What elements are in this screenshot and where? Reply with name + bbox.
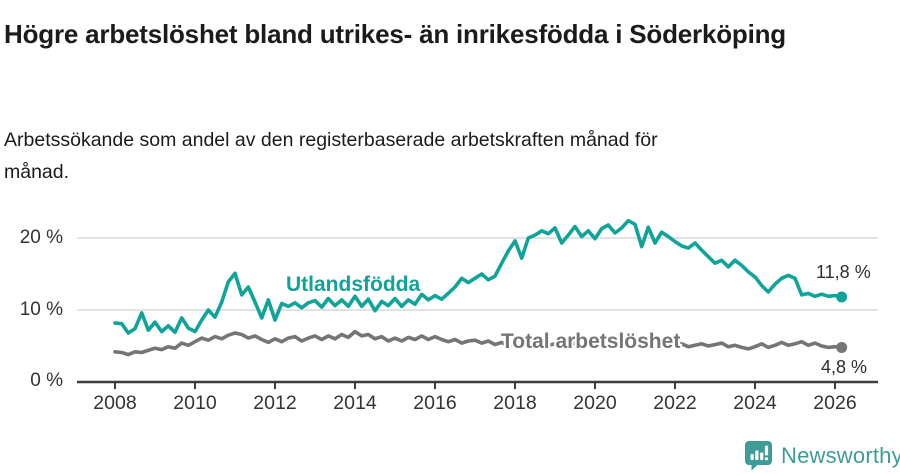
series-label-utlandsfodda: Utlandsfödda bbox=[286, 273, 421, 296]
y-tick-label-20: 20 % bbox=[19, 227, 63, 248]
bar-chart-speech-bubble-icon bbox=[745, 441, 772, 471]
x-tick-label: 2018 bbox=[493, 392, 537, 414]
x-tick-label: 2008 bbox=[93, 392, 137, 414]
series-lines bbox=[113, 218, 848, 357]
x-tick-label: 2026 bbox=[813, 392, 857, 414]
chart-subtitle: Arbetssökande som andel av den registerb… bbox=[4, 128, 658, 183]
x-tick-label: 2016 bbox=[413, 392, 457, 414]
y-tick-label-0: 0 % bbox=[30, 370, 63, 391]
y-tick-label-10: 10 % bbox=[19, 299, 63, 320]
x-tick-label: 2024 bbox=[733, 392, 777, 414]
x-tick-label: 2010 bbox=[173, 392, 217, 414]
newsworthy-logo: Newsworthy bbox=[744, 440, 900, 471]
end-value-total: 4,8 % bbox=[821, 357, 868, 377]
x-axis bbox=[77, 380, 878, 389]
x-tick-label: 2014 bbox=[333, 392, 377, 414]
series-label-total: Total arbetslöshet bbox=[501, 330, 681, 353]
x-tick-label: 2020 bbox=[573, 392, 617, 414]
brand-name: Newsworthy bbox=[781, 442, 900, 468]
x-tick-label: 2012 bbox=[253, 392, 297, 414]
gridlines bbox=[77, 237, 878, 311]
x-tick-label: 2022 bbox=[653, 392, 697, 414]
end-value-utlandsfodda: 11,8 % bbox=[816, 262, 871, 282]
page-title: Högre arbetslöshet bland utrikes- än inr… bbox=[4, 19, 786, 50]
